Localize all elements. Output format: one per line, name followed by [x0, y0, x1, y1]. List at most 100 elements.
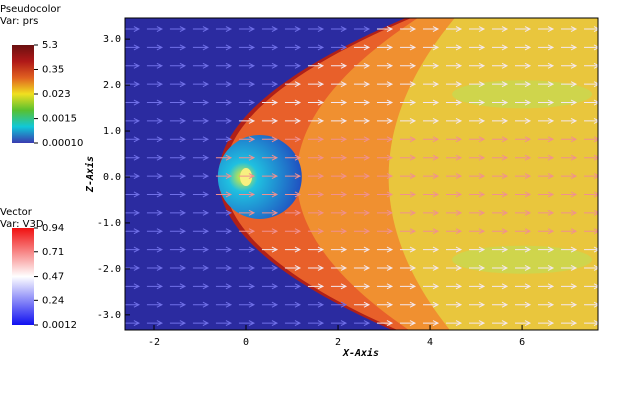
- arrow: [468, 26, 486, 32]
- arrow: [584, 246, 598, 253]
- arrow: [445, 246, 463, 253]
- arrow: [515, 62, 532, 69]
- arrow: [422, 265, 440, 271]
- arrow: [561, 99, 578, 106]
- arrow: [261, 301, 279, 308]
- arrow: [261, 228, 279, 235]
- arrow: [330, 81, 348, 88]
- arrow: [192, 26, 210, 32]
- arrow: [515, 44, 532, 51]
- arrow: [261, 246, 279, 253]
- arrow: [284, 81, 302, 88]
- arrow: [584, 320, 598, 327]
- arrow: [261, 117, 279, 124]
- arrow: [284, 246, 302, 253]
- arrow: [561, 81, 578, 88]
- arrow: [238, 44, 256, 51]
- arrow: [330, 99, 348, 106]
- tail-band: [452, 80, 593, 109]
- arrow: [422, 320, 440, 327]
- arrow: [376, 228, 394, 235]
- arrow: [125, 320, 141, 327]
- arrow: [422, 283, 440, 290]
- arrow: [515, 26, 532, 32]
- arrow: [445, 320, 463, 327]
- arrow: [192, 283, 210, 290]
- y-tick-label: 0.0: [103, 172, 121, 183]
- arrow: [515, 301, 532, 308]
- arrow: [169, 265, 187, 271]
- arrow: [215, 117, 233, 124]
- arrow: [238, 265, 256, 271]
- arrow: [307, 283, 325, 290]
- arrow: [330, 173, 348, 180]
- arrow: [330, 246, 348, 253]
- arrow: [491, 62, 509, 69]
- arrow: [261, 136, 279, 143]
- arrow: [561, 246, 578, 253]
- arrow: [445, 301, 463, 308]
- arrow: [515, 283, 532, 290]
- y-tick-label: -2.0: [97, 264, 121, 275]
- arrow: [215, 173, 233, 180]
- arrow: [307, 191, 325, 198]
- arrow: [215, 81, 233, 88]
- arrow: [399, 265, 417, 271]
- arrow: [399, 246, 417, 253]
- arrow: [491, 320, 509, 327]
- arrow: [353, 62, 371, 69]
- arrow: [215, 209, 233, 216]
- arrow: [215, 246, 233, 253]
- arrow: [491, 301, 509, 308]
- arrow: [538, 283, 555, 290]
- arrow: [307, 62, 325, 69]
- arrow: [584, 99, 598, 106]
- y-tick-label: 2.0: [103, 80, 121, 91]
- arrow: [125, 191, 141, 198]
- arrow: [284, 228, 302, 235]
- arrow: [125, 117, 141, 124]
- arrow: [353, 283, 371, 290]
- arrow: [445, 228, 463, 235]
- arrow: [561, 62, 578, 69]
- arrow: [215, 283, 233, 290]
- arrow: [584, 191, 598, 198]
- arrow: [238, 62, 256, 69]
- arrow: [192, 301, 210, 308]
- arrow: [422, 81, 440, 88]
- arrow: [330, 265, 348, 271]
- arrow: [284, 99, 302, 106]
- arrow: [538, 301, 555, 308]
- arrow: [538, 136, 555, 143]
- arrow: [125, 154, 141, 161]
- arrow: [238, 209, 256, 216]
- arrow: [399, 301, 417, 308]
- arrow: [169, 228, 187, 235]
- arrow: [192, 173, 210, 180]
- arrow: [376, 265, 394, 271]
- arrow: [445, 283, 463, 290]
- arrow: [422, 228, 440, 235]
- arrow: [353, 265, 371, 271]
- arrow: [284, 154, 302, 161]
- arrow: [307, 81, 325, 88]
- legend: Pseudocolor Var: prs 5.3 0.35 0.023 0.0015 0…: [0, 4, 83, 149]
- arrow: [538, 320, 555, 327]
- arrow: [515, 265, 532, 271]
- arrow: [376, 301, 394, 308]
- arrow: [561, 154, 578, 161]
- arrow: [238, 283, 256, 290]
- arrow: [538, 62, 555, 69]
- arrow: [399, 191, 417, 198]
- magnetosphere: [217, 134, 302, 219]
- arrow: [146, 320, 164, 327]
- arrow: [353, 26, 371, 32]
- arrow: [192, 44, 210, 51]
- arrow: [307, 301, 325, 308]
- arrow: [491, 99, 509, 106]
- arrow: [468, 117, 486, 124]
- arrow: [376, 62, 394, 69]
- arrow: [538, 81, 555, 88]
- arrow: [584, 283, 598, 290]
- arrow: [215, 26, 233, 32]
